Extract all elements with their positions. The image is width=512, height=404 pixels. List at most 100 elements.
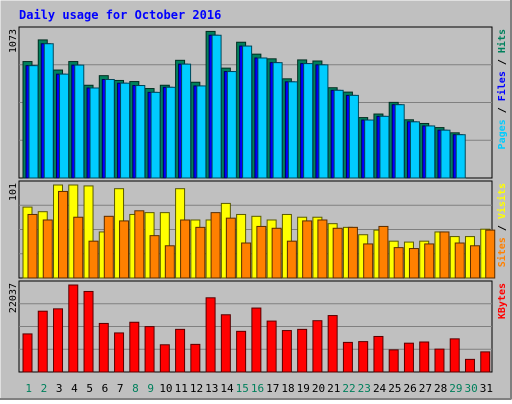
bar-sites (241, 242, 252, 279)
bar-pages (394, 104, 405, 179)
bar-kbytes (403, 342, 414, 373)
legend-separator: / (497, 53, 508, 71)
bar-pages (165, 86, 176, 179)
bar-pages (196, 85, 207, 179)
legend-separator: / (497, 219, 508, 237)
legend-item: Sites (496, 237, 508, 267)
bar-sites (485, 229, 496, 279)
panel-kbytes: 22037 KBytes (8, 280, 508, 373)
panel-legend: Pages / Files / Hits (496, 29, 508, 149)
legend-item: Pages (497, 119, 508, 149)
bar-kbytes (144, 326, 155, 373)
bar-kbytes (373, 335, 384, 373)
x-axis-day-label: 27 (419, 382, 432, 395)
x-axis-day-label: 5 (86, 382, 93, 395)
bar-kbytes (342, 341, 353, 373)
bar-kbytes (419, 341, 430, 373)
bar-kbytes (83, 290, 94, 373)
bar-pages (150, 91, 161, 179)
bar-pages (242, 45, 253, 179)
chart-title: Daily usage for October 2016 (19, 8, 221, 22)
bar-sites (332, 227, 343, 279)
x-axis-day-label: 24 (373, 382, 387, 395)
bar-sites (210, 212, 221, 279)
x-axis-day-label: 17 (266, 382, 279, 395)
legend-item: Files (496, 71, 508, 101)
panel-visits-sites: 101 Sites / Visits (8, 180, 508, 279)
bar-pages (303, 63, 314, 179)
bar-sites (302, 220, 313, 279)
bar-kbytes (464, 358, 475, 373)
bar-kbytes (358, 341, 369, 373)
x-axis-day-label: 6 (102, 382, 109, 395)
bar-sites (103, 215, 114, 279)
bar-kbytes (251, 307, 262, 373)
bar-sites (347, 226, 358, 279)
bar-sites (424, 243, 435, 279)
bar-pages (43, 43, 54, 179)
bar-pages (120, 82, 131, 179)
bar-kbytes (53, 308, 64, 373)
x-axis-day-label: 9 (147, 382, 154, 395)
bar-sites (317, 219, 328, 279)
x-axis-day-label: 12 (190, 382, 203, 395)
x-axis-day-label: 23 (358, 382, 371, 395)
bar-sites (119, 220, 130, 279)
bar-sites (27, 213, 38, 279)
bar-kbytes (312, 320, 323, 373)
bar-pages (104, 78, 115, 179)
chart-panels: 1073 Pages / Files / Hits 101 Sites / Visit… (8, 26, 508, 373)
bar-kbytes (205, 297, 216, 373)
bar-pages (348, 94, 359, 179)
x-axis-day-label: 11 (175, 382, 188, 395)
bar-sites (73, 216, 84, 279)
axis-max-label: 1073 (8, 29, 19, 53)
bar-pages (181, 63, 192, 179)
series-sites (27, 190, 496, 279)
bar-sites (393, 247, 404, 279)
bar-sites (88, 240, 99, 279)
x-axis-day-label: 19 (297, 382, 310, 395)
x-axis-day-label: 13 (205, 382, 218, 395)
axis-max-label: 22037 (8, 283, 19, 313)
bar-kbytes (220, 314, 231, 373)
bar-kbytes (327, 315, 338, 373)
bar-kbytes (480, 351, 491, 373)
bar-sites (439, 231, 450, 279)
x-axis-day-label: 3 (56, 382, 63, 395)
bar-sites (286, 240, 297, 279)
series-kbytes (22, 284, 491, 373)
x-axis-day-label: 30 (464, 382, 477, 395)
bar-pages (425, 125, 436, 179)
x-axis-day-label: 28 (434, 382, 447, 395)
x-axis-day-label: 7 (117, 382, 124, 395)
legend-item: KBytes (497, 283, 508, 319)
bar-pages (272, 62, 283, 179)
panel-hits-files-pages: 1073 Pages / Files / Hits (8, 26, 508, 179)
bar-pages (455, 134, 466, 179)
bar-kbytes (266, 320, 277, 373)
x-axis-day-label: 31 (480, 382, 493, 395)
legend-item: Visits (496, 183, 508, 219)
x-axis-day-label: 14 (220, 382, 234, 395)
x-axis-day-labels: 1 2 3 4 5 6 7 8 9 10 11 12 13 14 15 16 17 18 19 20 21 22 23 24 2… (25, 382, 493, 395)
x-axis-day-label: 26 (403, 382, 416, 395)
bar-pages (89, 87, 100, 179)
bar-pages (257, 57, 268, 179)
bar-pages (440, 129, 451, 179)
bar-pages (135, 85, 146, 179)
bar-kbytes (434, 348, 445, 373)
bar-sites (454, 242, 465, 279)
x-axis-day-label: 25 (388, 382, 401, 395)
bar-kbytes (281, 330, 292, 373)
bar-sites (256, 225, 267, 279)
bar-pages (409, 121, 420, 179)
x-axis-day-label: 4 (71, 382, 78, 395)
bar-sites (378, 225, 389, 279)
legend-separator: / (497, 101, 508, 119)
axis-max-label: 101 (8, 183, 19, 201)
bar-sites (225, 217, 236, 279)
panel-legend: KBytes (497, 283, 508, 319)
x-axis-day-label: 29 (449, 382, 462, 395)
